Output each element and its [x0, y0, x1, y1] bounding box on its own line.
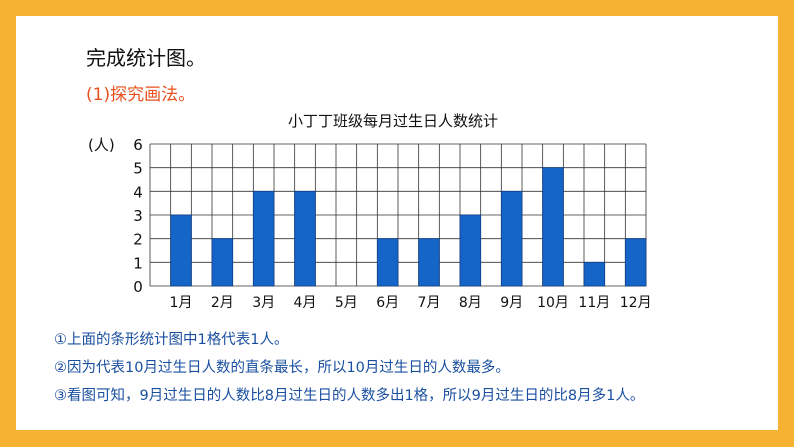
- x-tick-label: 4月: [294, 295, 317, 311]
- x-tick-label: 9月: [500, 295, 523, 311]
- slide-subheading: (1)探究画法。: [86, 85, 196, 105]
- x-tick-label: 7月: [418, 295, 441, 311]
- slide-canvas: 完成统计图。 (1)探究画法。 小丁丁班级每月过生日人数统计 (人) 0 1 2 3 4…: [16, 16, 778, 430]
- slide-heading: 完成统计图。: [86, 46, 206, 70]
- x-tick-label: 12月: [620, 295, 652, 311]
- x-tick-label: 8月: [459, 295, 482, 311]
- y-tick-label: 3: [133, 207, 143, 225]
- x-tick-label: 6月: [376, 295, 399, 311]
- y-tick-label: 1: [133, 254, 143, 272]
- chart-title: 小丁丁班级每月过生日人数统计: [288, 112, 498, 130]
- explanation-note-1: ①上面的条形统计图中1格代表1人。: [54, 332, 289, 348]
- x-axis-ticks: 1月 2月 3月 4月 5月 6月 7月 8月 9月 10月 11月 12月: [170, 295, 652, 311]
- x-tick-label: 11月: [578, 295, 610, 311]
- bar-11月: [583, 261, 606, 287]
- y-tick-label: 2: [133, 231, 143, 249]
- y-tick-label: 5: [133, 160, 143, 178]
- x-tick-label: 5月: [335, 295, 358, 311]
- bar-6月: [376, 238, 399, 287]
- explanation-note-3: ③看图可知，9月过生日的人数比8月过生日的人数多出1格，所以9月过生日的比8月多…: [54, 388, 645, 404]
- bar-10月: [542, 167, 564, 287]
- y-tick-label: 4: [133, 183, 143, 201]
- x-tick-label: 10月: [537, 295, 569, 311]
- explanation-note-2: ②因为代表10月过生日人数的直条最长，所以10月过生日的人数最多。: [54, 360, 510, 376]
- y-axis-ticks: 0 1 2 3 4 5 6: [133, 136, 143, 296]
- chart-bars: [170, 167, 647, 287]
- y-tick-label: 0: [133, 278, 143, 296]
- bar-12月: [624, 238, 647, 287]
- bar-8月: [459, 214, 482, 287]
- bar-chart: 小丁丁班级每月过生日人数统计 (人) 0 1 2 3 4 5 6 1月 2月 3月 4月 5月 6月 7…: [88, 112, 652, 311]
- y-axis-label: (人): [88, 136, 115, 154]
- y-tick-label: 6: [133, 136, 143, 154]
- bar-2月: [211, 238, 234, 287]
- bar-7月: [418, 238, 440, 287]
- bar-9月: [500, 190, 523, 287]
- bar-4月: [294, 190, 316, 287]
- bar-1月: [170, 214, 192, 287]
- bar-3月: [252, 190, 275, 287]
- x-tick-label: 2月: [211, 295, 234, 311]
- x-tick-label: 3月: [252, 295, 275, 311]
- x-tick-label: 1月: [170, 295, 193, 311]
